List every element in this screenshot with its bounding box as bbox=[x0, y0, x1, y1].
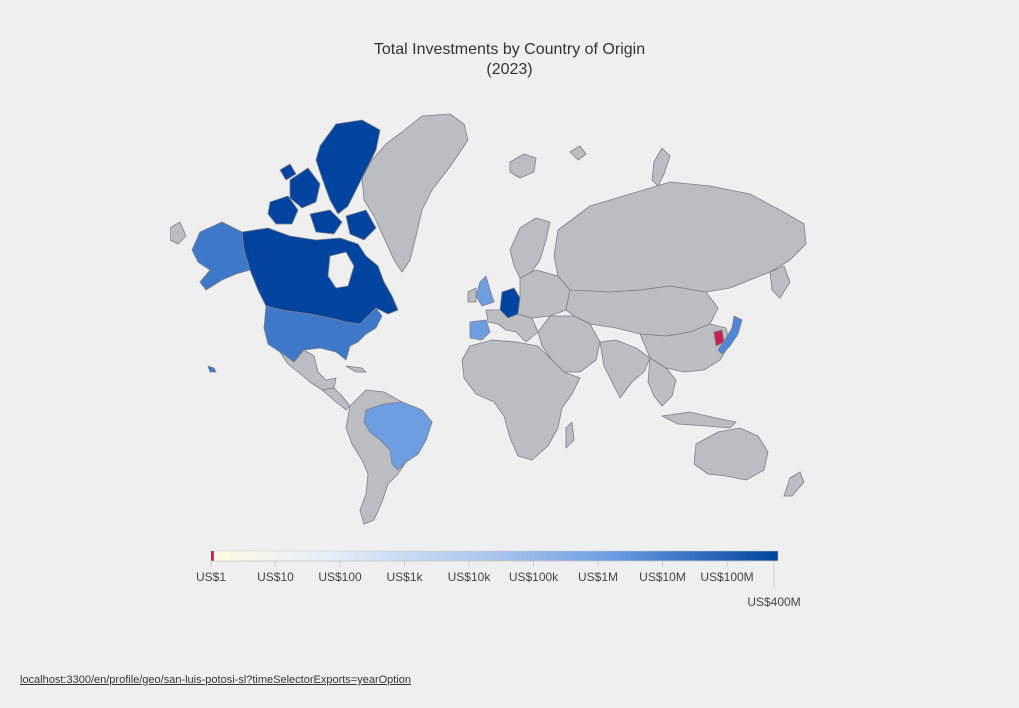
africa[interactable] bbox=[461, 339, 581, 461]
caribbean[interactable] bbox=[345, 365, 367, 373]
hawaii[interactable] bbox=[207, 365, 217, 373]
spain[interactable] bbox=[469, 319, 491, 341]
alaska[interactable] bbox=[191, 221, 251, 291]
world-map[interactable] bbox=[170, 110, 810, 530]
scandinavia[interactable] bbox=[509, 217, 551, 279]
legend-tick-label: US$100k bbox=[509, 570, 559, 584]
footer-url-link[interactable]: localhost:3300/en/profile/geo/san-luis-p… bbox=[20, 674, 412, 686]
legend-tick-label: US$1M bbox=[578, 570, 618, 584]
southeast-asia[interactable] bbox=[647, 357, 677, 407]
canada-islands-3[interactable] bbox=[267, 195, 299, 225]
canada[interactable] bbox=[241, 227, 399, 325]
canada-islands-5[interactable] bbox=[279, 163, 297, 181]
chart-title-line1: Total Investments by Country of Origin bbox=[373, 41, 646, 58]
madagascar[interactable] bbox=[565, 421, 575, 449]
western-europe[interactable] bbox=[485, 309, 539, 343]
canada-islands[interactable] bbox=[315, 119, 381, 215]
ireland[interactable] bbox=[467, 287, 477, 303]
brazil[interactable] bbox=[363, 401, 433, 471]
greenland[interactable] bbox=[361, 113, 469, 273]
canada-islands-4[interactable] bbox=[309, 209, 343, 235]
legend-max-label: US$400M bbox=[747, 595, 800, 609]
india[interactable] bbox=[599, 339, 651, 399]
color-legend: US$1 US$10 US$100 US$1k US$10k US$100k US$1M US… bbox=[196, 545, 801, 615]
legend-negative-swatch bbox=[211, 551, 214, 561]
legend-tick-label: US$1 bbox=[196, 570, 226, 584]
mexico[interactable] bbox=[279, 349, 337, 391]
novaya-zemlya[interactable] bbox=[651, 147, 671, 187]
japan[interactable] bbox=[717, 315, 743, 355]
canada-islands-6[interactable] bbox=[345, 209, 377, 241]
hudson-bay bbox=[327, 251, 355, 289]
kamchatka[interactable] bbox=[769, 265, 791, 299]
chart-title: Total Investments by Country of Origin (… bbox=[0, 40, 1019, 80]
legend-tick-label: US$1k bbox=[386, 570, 423, 584]
united-kingdom[interactable] bbox=[475, 275, 495, 307]
svalbard[interactable] bbox=[569, 145, 587, 161]
central-america[interactable] bbox=[321, 387, 351, 411]
eastern-europe[interactable] bbox=[517, 269, 571, 319]
legend-tick-label: US$100M bbox=[700, 570, 753, 584]
legend-tick-label: US$10 bbox=[257, 570, 294, 584]
legend-tick-label: US$100 bbox=[318, 570, 362, 584]
legend-gradient-bar bbox=[213, 550, 779, 562]
canada-islands-2[interactable] bbox=[289, 167, 321, 209]
middle-east[interactable] bbox=[537, 315, 601, 373]
australia[interactable] bbox=[693, 427, 769, 481]
legend-tick-label: US$10M bbox=[639, 570, 686, 584]
chart-title-line2: (2023) bbox=[486, 61, 533, 78]
indonesia[interactable] bbox=[661, 411, 737, 429]
iceland[interactable] bbox=[509, 153, 537, 179]
chukotka[interactable] bbox=[170, 221, 187, 245]
new-zealand[interactable] bbox=[783, 471, 805, 497]
russia[interactable] bbox=[553, 181, 807, 295]
legend-tick-label: US$10k bbox=[448, 570, 492, 584]
